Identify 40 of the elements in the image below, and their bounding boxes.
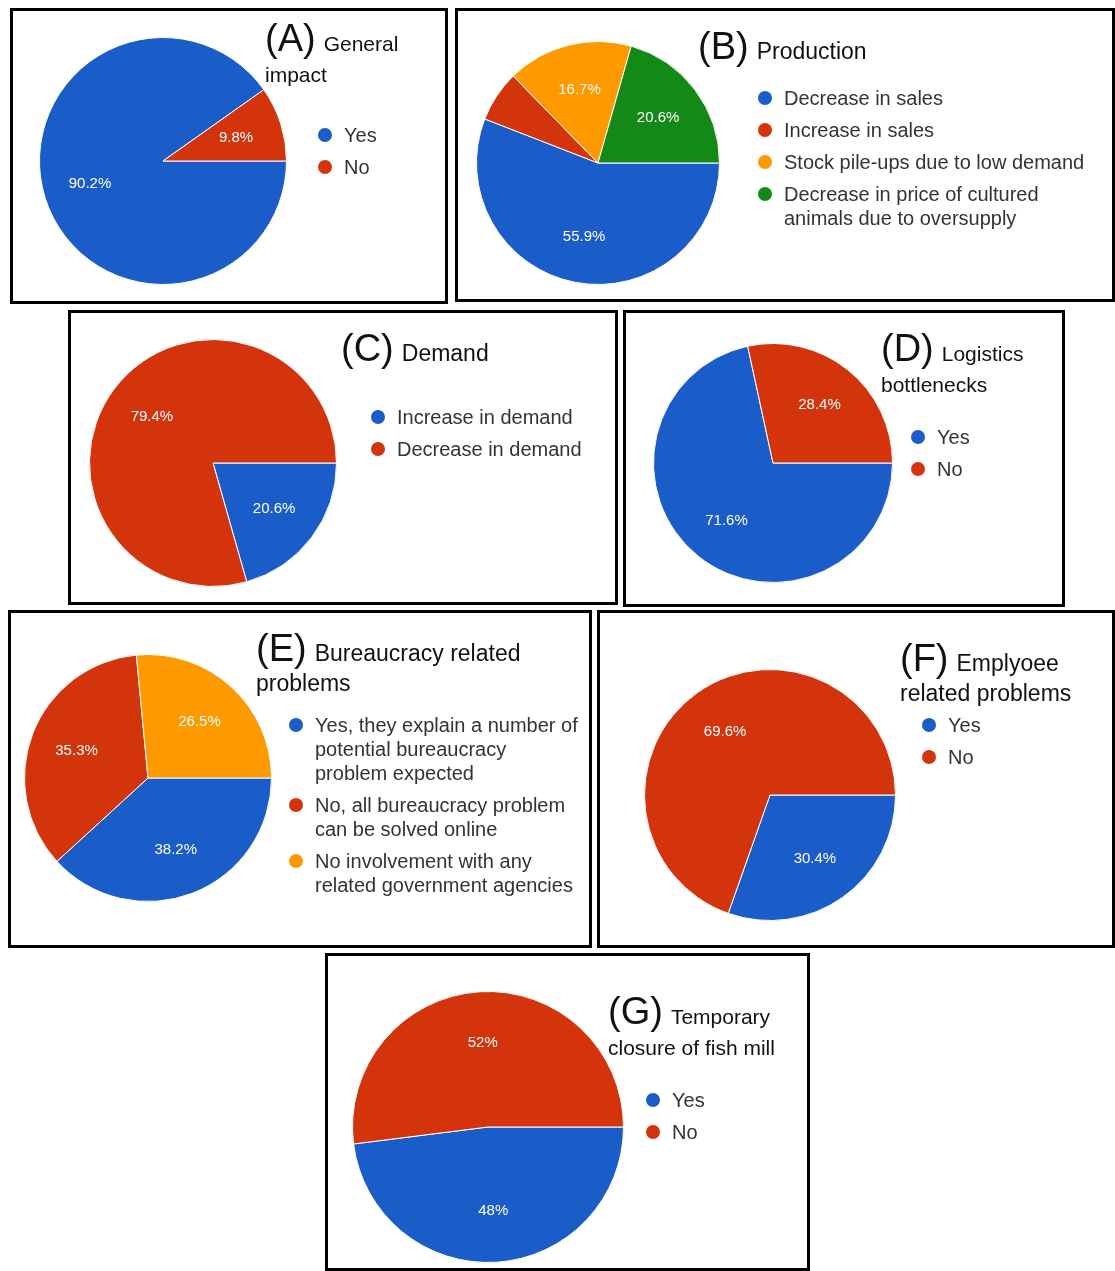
- legend-label: Increase in sales: [784, 118, 935, 142]
- data-label: 26.5%: [178, 711, 221, 729]
- chart-title: (C) Demand: [341, 327, 489, 369]
- data-label: 20.6%: [636, 107, 680, 125]
- legend-label: No: [948, 745, 974, 769]
- legend-label: Stock pile-ups due to low demand: [784, 150, 1085, 174]
- data-label: 38.2%: [154, 839, 198, 857]
- legend-label: Increase in demand: [397, 405, 573, 429]
- text: (E) Bureaucracy related problems: [256, 627, 521, 696]
- legend-label: No: [344, 155, 370, 179]
- data-label: 71.6%: [705, 510, 748, 528]
- data-label: 52%: [467, 1033, 498, 1051]
- data-label: 35.3%: [55, 740, 98, 758]
- legend-label: Yes, they explain a number of potential bureaucracy problem expected: [315, 713, 579, 785]
- legend-label: Yes: [948, 713, 981, 737]
- data-label: 69.6%: [703, 721, 747, 739]
- chart-title: (F) Emplyoee related problems: [900, 637, 1072, 706]
- legend-label: No, all bureaucracy problem can be solved online: [315, 793, 567, 841]
- data-label: 48%: [478, 1200, 509, 1218]
- legend-label: Decrease in sales: [784, 86, 943, 110]
- legend-label: Decrease in demand: [397, 437, 582, 461]
- chart-title: (G) Temporary closure of fish mill: [608, 990, 775, 1059]
- data-label: 9.8%: [218, 127, 254, 145]
- data-label: 55.9%: [562, 227, 606, 245]
- legend-label: Yes: [937, 425, 970, 449]
- data-label: 30.4%: [793, 848, 837, 866]
- legend-label: Yes: [672, 1088, 705, 1112]
- legend-label: No: [672, 1120, 698, 1144]
- legend-label: No involvement with any related government agencies: [315, 849, 574, 897]
- chart-title: (D) Logistics bottlenecks: [881, 327, 1024, 396]
- legend-label: Decrease in price of cultured animals due to oversupply: [784, 182, 1040, 230]
- data-label: 90.2%: [68, 174, 112, 192]
- legend-label: Yes: [344, 123, 377, 147]
- data-label: 79.4%: [130, 406, 174, 424]
- data-label: 28.4%: [798, 395, 841, 413]
- legend-label: No: [937, 457, 963, 481]
- data-label: 20.6%: [252, 499, 296, 517]
- chart-title: (B) Production: [698, 25, 867, 67]
- chart-title: (A) General impact: [265, 17, 399, 86]
- data-label: 16.7%: [558, 80, 601, 98]
